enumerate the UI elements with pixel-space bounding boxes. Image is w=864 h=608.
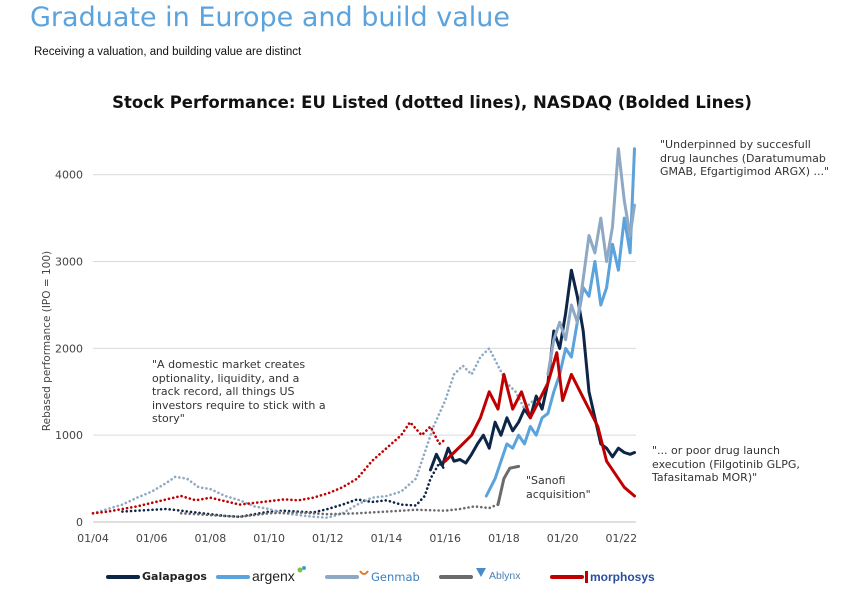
series-line-genmab-eu [91,347,535,519]
x-tick-label: 01/22 [605,532,637,545]
y-tick-label: 0 [76,516,83,529]
y-tick-label: 3000 [55,256,83,269]
annotation-bottom-right: "... or poor drug launch execution (Filg… [652,444,800,484]
x-tick-label: 01/06 [136,532,168,545]
gridlines [93,174,636,436]
legend-label-ablynx: Ablynx [489,570,521,583]
series-line-ablynx-nasdaq [496,464,521,507]
x-tick-label: 01/04 [77,532,109,545]
page-subtitle: Receiving a valuation, and building valu… [34,46,302,58]
morphosys-logo-icon [585,571,588,583]
annotation-sanofi: "Sanofi acquisition" [526,474,591,501]
series-line-galapagos-eu [121,461,447,519]
y-tick-label: 4000 [55,169,83,182]
x-tick-label: 01/18 [488,532,520,545]
y-tick-label: 2000 [55,342,83,355]
legend-label-galapagos: Galapagos [142,570,207,584]
page-title: Graduate in Europe and build value [30,2,510,33]
series-line-genmab-nasdaq [546,147,636,376]
x-tick-label: 01/14 [371,532,403,545]
x-tick-label: 01/16 [429,532,461,545]
x-tick-label: 01/08 [195,532,227,545]
ablynx-logo-icon [476,568,486,577]
series-line-argenx-nasdaq [484,147,636,498]
genmab-logo-icon [359,570,369,575]
argenx-logo-icon [297,566,306,573]
chart-title: Stock Performance: EU Listed (dotted lin… [112,93,752,112]
annotation-left: "A domestic market creates optionality, … [152,358,326,425]
annotation-top-right: "Underpinned by succesfull drug launches… [660,138,830,178]
legend-label-morphosys: morphosys [590,569,655,584]
y-axis-title: Rebased performance (IPO = 100) [41,251,53,431]
x-tick-label: 01/10 [253,532,285,545]
y-tick-label: 1000 [55,429,83,442]
series-lines [91,147,636,519]
legend-label-genmab: Genmab [371,569,420,584]
series-line-ablynx-eu [179,501,503,519]
legend [106,566,588,583]
series-line-morphosys-eu [91,420,447,515]
series-line-morphosys-nasdaq [443,351,636,498]
legend-label-argenx: argenx [252,568,295,585]
x-tick-label: 01/20 [547,532,579,545]
x-tick-label: 01/12 [312,532,344,545]
axes: 0 1000 2000 3000 4000 01/04 01/06 01/08 01/10 01/… [41,169,637,545]
